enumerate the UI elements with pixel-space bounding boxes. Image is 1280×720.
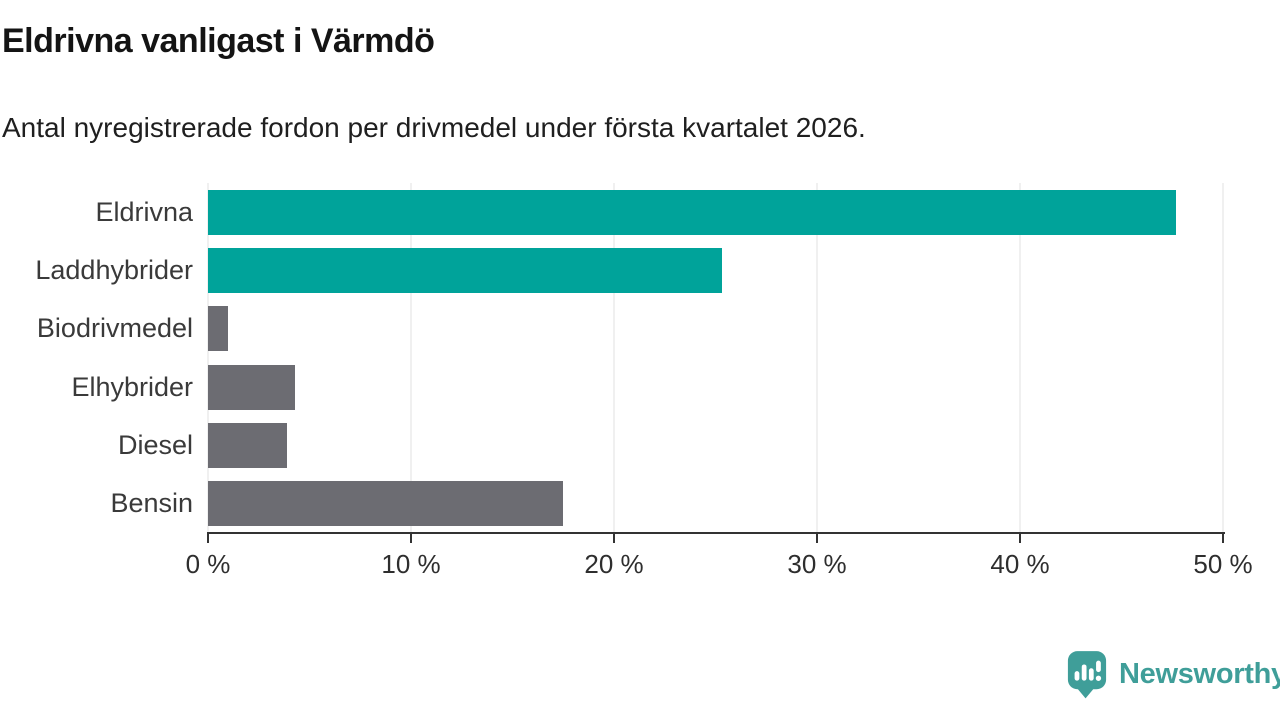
x-tick-label: 30 % <box>787 549 847 579</box>
chart-subtitle: Antal nyregistrerade fordon per drivmede… <box>2 112 866 143</box>
logo-bar-small <box>1074 671 1080 681</box>
gridline <box>207 183 209 533</box>
bar-laddhybrider <box>208 248 722 293</box>
bar-biodrivmedel <box>208 306 229 352</box>
x-tick-label: 40 % <box>990 549 1050 579</box>
logo-bar-tall <box>1081 664 1087 681</box>
x-tick <box>816 534 818 543</box>
y-axis-category-labels: Eldrivna Laddhybrider Biodrivmedel Elhybrid… <box>0 183 193 533</box>
category-label: Eldrivna <box>95 196 193 227</box>
logo-exclamation-dot <box>1095 675 1102 681</box>
x-axis-line <box>207 532 1225 534</box>
x-tick <box>410 534 412 543</box>
logo-text: Newsworthy <box>1119 657 1280 690</box>
x-tick-label: 10 % <box>381 549 441 579</box>
category-label: Laddhybrider <box>35 255 193 285</box>
newsworthy-logo-icon <box>1067 651 1107 699</box>
logo-bar-medium <box>1088 668 1094 681</box>
category-label: Diesel <box>117 430 193 460</box>
gridline <box>613 183 615 533</box>
category-label: Elhybrider <box>71 371 193 402</box>
x-tick-label: 0 % <box>185 549 231 579</box>
x-tick-label: 20 % <box>584 549 644 579</box>
x-tick <box>613 534 615 543</box>
x-tick <box>1222 534 1224 543</box>
x-tick <box>1019 534 1021 543</box>
bar-diesel <box>208 423 288 468</box>
category-label: Bensin <box>110 488 193 519</box>
gridline <box>1019 183 1021 533</box>
gridline <box>1222 183 1224 533</box>
gridline <box>816 183 818 533</box>
x-tick <box>207 534 209 543</box>
category-label: Biodrivmedel <box>36 313 193 344</box>
bar-elhybrider <box>208 364 296 410</box>
branding: Newsworthy <box>1066 649 1280 699</box>
bar-bensin <box>208 481 564 527</box>
gridline <box>410 183 412 533</box>
logo-exclamation-stroke <box>1096 660 1101 673</box>
bar-eldrivna <box>208 189 1177 235</box>
x-tick-label: 50 % <box>1193 549 1253 579</box>
plot-area <box>207 183 1224 533</box>
chart-title: Eldrivna vanligast i Värmdö <box>2 22 435 60</box>
